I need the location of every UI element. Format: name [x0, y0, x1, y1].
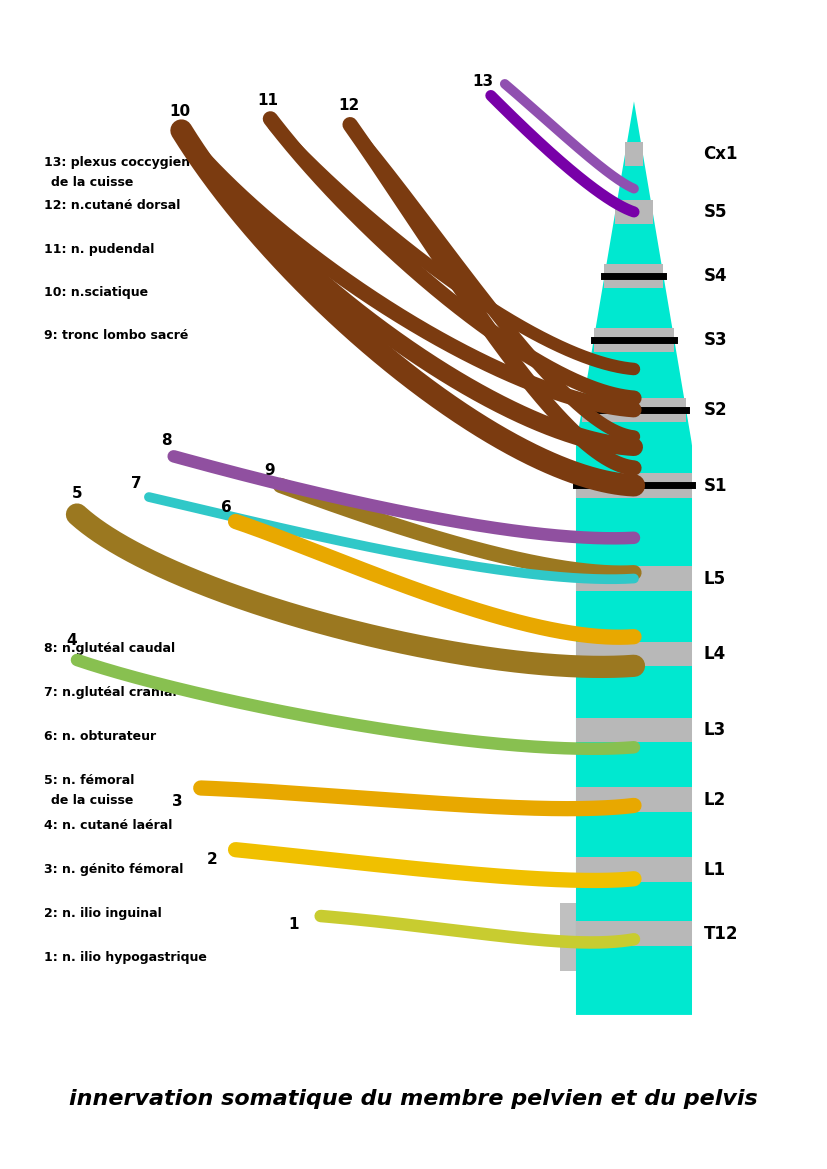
Text: 7: 7: [131, 476, 142, 491]
Text: 5: 5: [72, 486, 83, 502]
Text: 12: 12: [338, 98, 359, 112]
Bar: [625, 141, 643, 166]
Text: 6: n. obturateur: 6: n. obturateur: [44, 729, 155, 743]
Text: S3: S3: [704, 331, 727, 350]
Text: 13: plexus coccygien: 13: plexus coccygien: [44, 157, 190, 170]
Text: S4: S4: [704, 268, 727, 285]
Text: Cx1: Cx1: [704, 145, 739, 162]
Text: L4: L4: [704, 645, 726, 663]
Polygon shape: [576, 102, 692, 1015]
Bar: [576, 788, 692, 812]
Text: 13: 13: [472, 75, 494, 89]
Bar: [576, 473, 692, 498]
Text: 10: n.sciatique: 10: n.sciatique: [44, 285, 148, 298]
Text: 3: 3: [172, 794, 183, 809]
Bar: [576, 718, 692, 742]
Text: 10: 10: [170, 104, 190, 118]
Text: de la cuisse: de la cuisse: [51, 794, 134, 807]
Text: 4: 4: [66, 632, 77, 648]
Text: 3: n. génito fémoral: 3: n. génito fémoral: [44, 863, 183, 876]
Bar: [615, 200, 653, 224]
Text: 6: 6: [221, 500, 232, 516]
Bar: [576, 642, 692, 666]
Text: L2: L2: [704, 790, 726, 809]
Bar: [576, 567, 692, 590]
Text: innervation somatique du membre pelvien et du pelvis: innervation somatique du membre pelvien …: [69, 1088, 758, 1108]
Text: 4: n. cutané laéral: 4: n. cutané laéral: [44, 818, 172, 831]
Text: 1: n. ilio hypogastrique: 1: n. ilio hypogastrique: [44, 952, 207, 964]
Bar: [576, 921, 692, 946]
Text: S5: S5: [704, 203, 727, 221]
Text: 12: n.cutané dorsal: 12: n.cutané dorsal: [44, 200, 180, 213]
Text: 2: 2: [207, 851, 218, 866]
Text: 8: n.glutéal caudal: 8: n.glutéal caudal: [44, 642, 174, 655]
Text: L5: L5: [704, 569, 726, 588]
Bar: [594, 328, 674, 352]
Bar: [605, 264, 663, 289]
Text: 9: 9: [265, 463, 275, 478]
Text: 2: n. ilio inguinal: 2: n. ilio inguinal: [44, 907, 161, 920]
Text: S1: S1: [704, 477, 727, 494]
Text: 11: 11: [257, 94, 279, 108]
Text: 11: n. pudendal: 11: n. pudendal: [44, 242, 154, 256]
Text: T12: T12: [704, 925, 739, 942]
Bar: [561, 904, 634, 970]
Text: L1: L1: [704, 860, 726, 879]
Text: L3: L3: [704, 721, 726, 739]
Text: de la cuisse: de la cuisse: [51, 175, 134, 188]
Text: 5: n. fémoral: 5: n. fémoral: [44, 774, 134, 787]
Text: 9: tronc lombo sacré: 9: tronc lombo sacré: [44, 328, 188, 341]
Bar: [582, 397, 686, 422]
Text: 8: 8: [160, 433, 171, 448]
Text: 1: 1: [289, 916, 299, 932]
Bar: [576, 857, 692, 881]
Text: 7: n.glutéal cranial: 7: n.glutéal cranial: [44, 686, 176, 699]
Text: S2: S2: [704, 401, 727, 419]
